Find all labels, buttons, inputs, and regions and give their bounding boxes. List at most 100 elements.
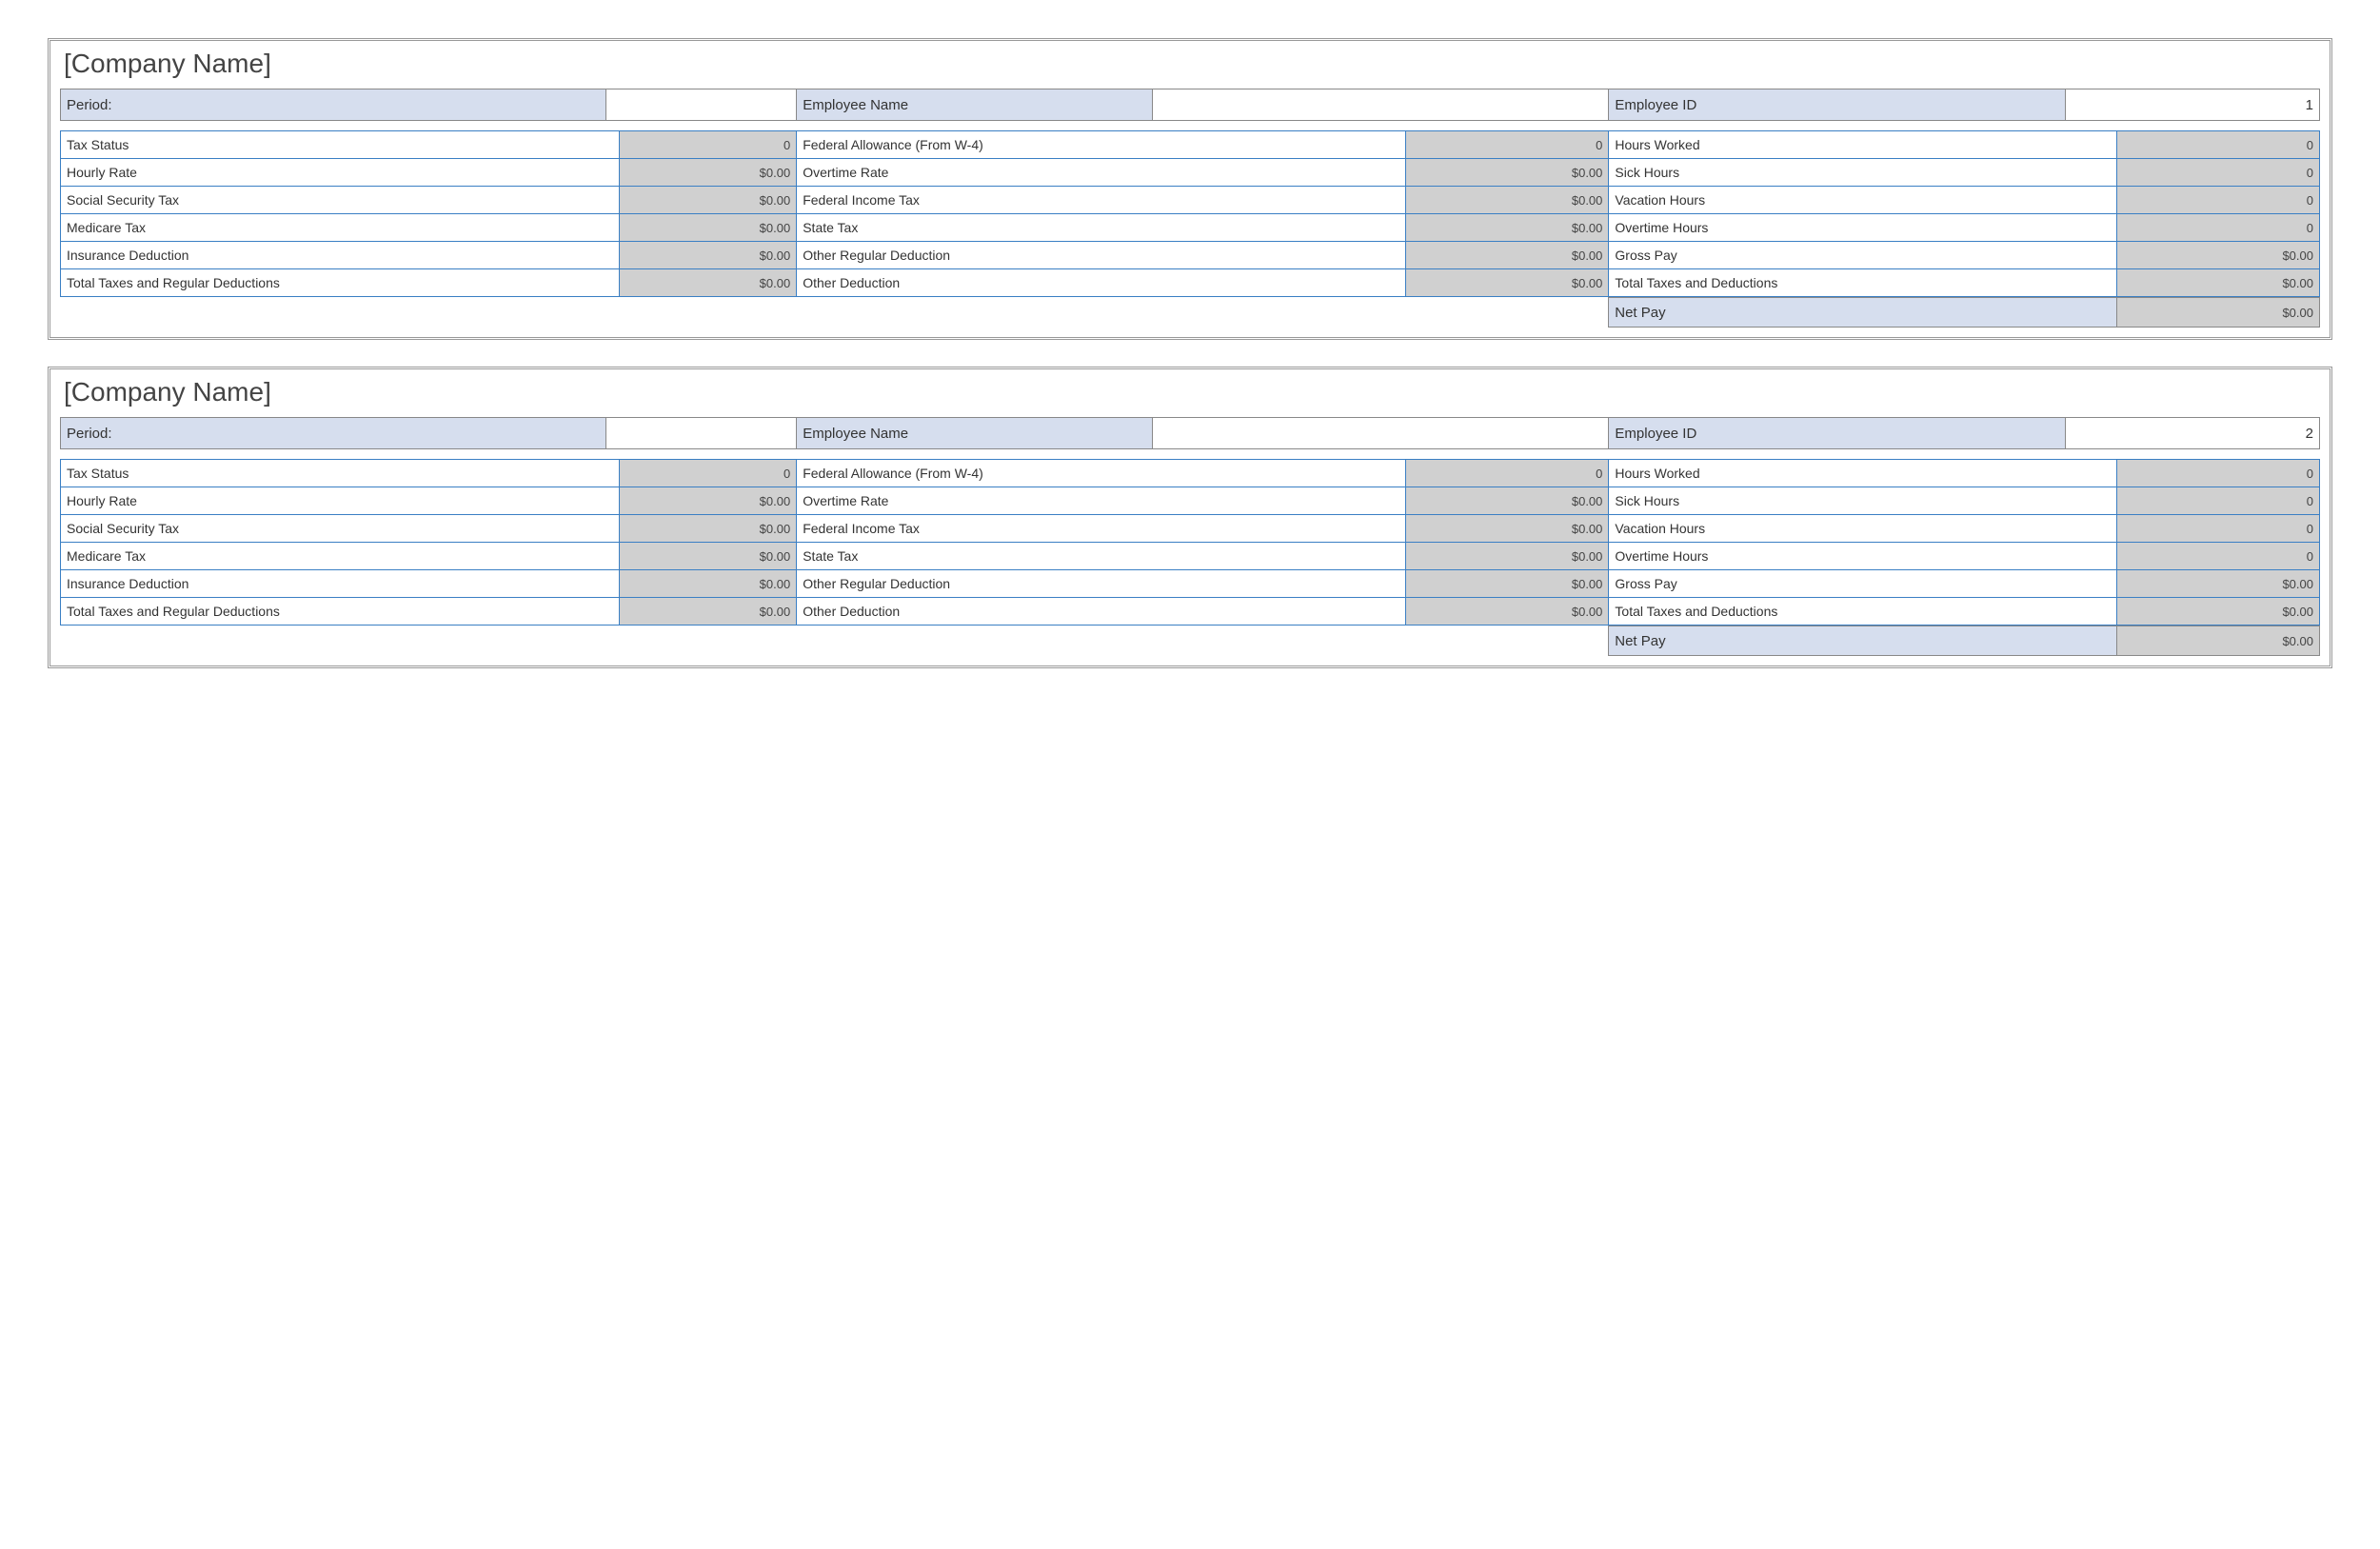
cell-label: Total Taxes and Deductions [1609, 598, 2116, 626]
cell-value: $0.00 [619, 598, 797, 626]
employee-id-value: 2 [2066, 418, 2320, 449]
cell-label: Federal Income Tax [797, 187, 1406, 214]
cell-label: Sick Hours [1609, 487, 2116, 515]
table-row: Insurance Deduction $0.00 Other Regular … [61, 570, 2320, 598]
table-row: Total Taxes and Regular Deductions $0.00… [61, 598, 2320, 626]
employee-id-label: Employee ID [1609, 418, 2066, 449]
cell-label: Sick Hours [1609, 159, 2116, 187]
period-label: Period: [61, 418, 606, 449]
cell-value: $0.00 [1406, 187, 1609, 214]
table-row: Social Security Tax $0.00 Federal Income… [61, 515, 2320, 543]
header-table: Period: Employee Name Employee ID 2 [60, 417, 2320, 449]
cell-label: Overtime Rate [797, 159, 1406, 187]
table-row: Medicare Tax $0.00 State Tax $0.00 Overt… [61, 543, 2320, 570]
cell-value: 0 [2116, 460, 2319, 487]
header-table: Period: Employee Name Employee ID 1 [60, 89, 2320, 121]
cell-label: Medicare Tax [61, 214, 620, 242]
paystub-1: [Company Name] Period: Employee Name Emp… [48, 38, 2332, 340]
detail-table: Tax Status 0 Federal Allowance (From W-4… [60, 130, 2320, 297]
cell-label: Other Deduction [797, 269, 1406, 297]
cell-value: $0.00 [619, 214, 797, 242]
cell-label: Hours Worked [1609, 460, 2116, 487]
cell-label: Total Taxes and Regular Deductions [61, 598, 620, 626]
cell-label: Vacation Hours [1609, 187, 2116, 214]
cell-label: Total Taxes and Regular Deductions [61, 269, 620, 297]
cell-value: $0.00 [619, 242, 797, 269]
cell-value: $0.00 [619, 570, 797, 598]
cell-value: $0.00 [619, 543, 797, 570]
cell-label: Tax Status [61, 460, 620, 487]
cell-value: $0.00 [619, 187, 797, 214]
period-label: Period: [61, 89, 606, 121]
cell-value: $0.00 [1406, 242, 1609, 269]
table-row: Insurance Deduction $0.00 Other Regular … [61, 242, 2320, 269]
cell-value: $0.00 [619, 269, 797, 297]
cell-label: Gross Pay [1609, 570, 2116, 598]
cell-value: 0 [2116, 214, 2319, 242]
table-row: Hourly Rate $0.00 Overtime Rate $0.00 Si… [61, 487, 2320, 515]
cell-value: 0 [2116, 543, 2319, 570]
employee-name-value [1152, 418, 1609, 449]
table-row: Hourly Rate $0.00 Overtime Rate $0.00 Si… [61, 159, 2320, 187]
cell-value: 0 [2116, 187, 2319, 214]
cell-label: Overtime Rate [797, 487, 1406, 515]
table-row: Total Taxes and Regular Deductions $0.00… [61, 269, 2320, 297]
period-value [606, 89, 797, 121]
cell-value: 0 [2116, 487, 2319, 515]
employee-name-label: Employee Name [797, 89, 1152, 121]
cell-value: $0.00 [1406, 269, 1609, 297]
cell-label: Overtime Hours [1609, 214, 2116, 242]
table-row: Medicare Tax $0.00 State Tax $0.00 Overt… [61, 214, 2320, 242]
employee-name-value [1152, 89, 1609, 121]
cell-label: Federal Allowance (From W-4) [797, 131, 1406, 159]
cell-value: $0.00 [1406, 487, 1609, 515]
cell-value: 0 [2116, 131, 2319, 159]
cell-label: State Tax [797, 543, 1406, 570]
cell-value: $0.00 [2116, 242, 2319, 269]
netpay-value: $0.00 [2116, 626, 2319, 656]
cell-value: $0.00 [1406, 515, 1609, 543]
cell-value: $0.00 [619, 159, 797, 187]
cell-label: Social Security Tax [61, 187, 620, 214]
detail-table: Tax Status 0 Federal Allowance (From W-4… [60, 459, 2320, 626]
table-row: Tax Status 0 Federal Allowance (From W-4… [61, 131, 2320, 159]
cell-label: Vacation Hours [1609, 515, 2116, 543]
cell-value: 0 [619, 460, 797, 487]
cell-value: $0.00 [1406, 214, 1609, 242]
cell-value: $0.00 [1406, 598, 1609, 626]
cell-label: Gross Pay [1609, 242, 2116, 269]
cell-value: 0 [619, 131, 797, 159]
company-title: [Company Name] [64, 377, 2320, 407]
cell-value: $0.00 [2116, 269, 2319, 297]
cell-label: Tax Status [61, 131, 620, 159]
cell-label: Hourly Rate [61, 159, 620, 187]
cell-label: Social Security Tax [61, 515, 620, 543]
netpay-table: Net Pay $0.00 [60, 626, 2320, 656]
cell-value: $0.00 [619, 487, 797, 515]
cell-label: Medicare Tax [61, 543, 620, 570]
cell-value: $0.00 [619, 515, 797, 543]
table-row: Tax Status 0 Federal Allowance (From W-4… [61, 460, 2320, 487]
cell-label: Other Regular Deduction [797, 242, 1406, 269]
cell-value: $0.00 [1406, 543, 1609, 570]
cell-label: State Tax [797, 214, 1406, 242]
cell-label: Other Regular Deduction [797, 570, 1406, 598]
cell-label: Insurance Deduction [61, 570, 620, 598]
cell-label: Federal Income Tax [797, 515, 1406, 543]
employee-id-value: 1 [2066, 89, 2320, 121]
cell-value: 0 [2116, 515, 2319, 543]
cell-value: 0 [2116, 159, 2319, 187]
spacer [60, 626, 1609, 656]
period-value [606, 418, 797, 449]
netpay-table: Net Pay $0.00 [60, 297, 2320, 328]
paystub-2: [Company Name] Period: Employee Name Emp… [48, 367, 2332, 668]
spacer [60, 298, 1609, 328]
cell-value: $0.00 [2116, 570, 2319, 598]
netpay-value: $0.00 [2116, 298, 2319, 328]
cell-value: $0.00 [1406, 570, 1609, 598]
employee-id-label: Employee ID [1609, 89, 2066, 121]
cell-label: Total Taxes and Deductions [1609, 269, 2116, 297]
cell-value: 0 [1406, 460, 1609, 487]
cell-label: Insurance Deduction [61, 242, 620, 269]
cell-value: 0 [1406, 131, 1609, 159]
